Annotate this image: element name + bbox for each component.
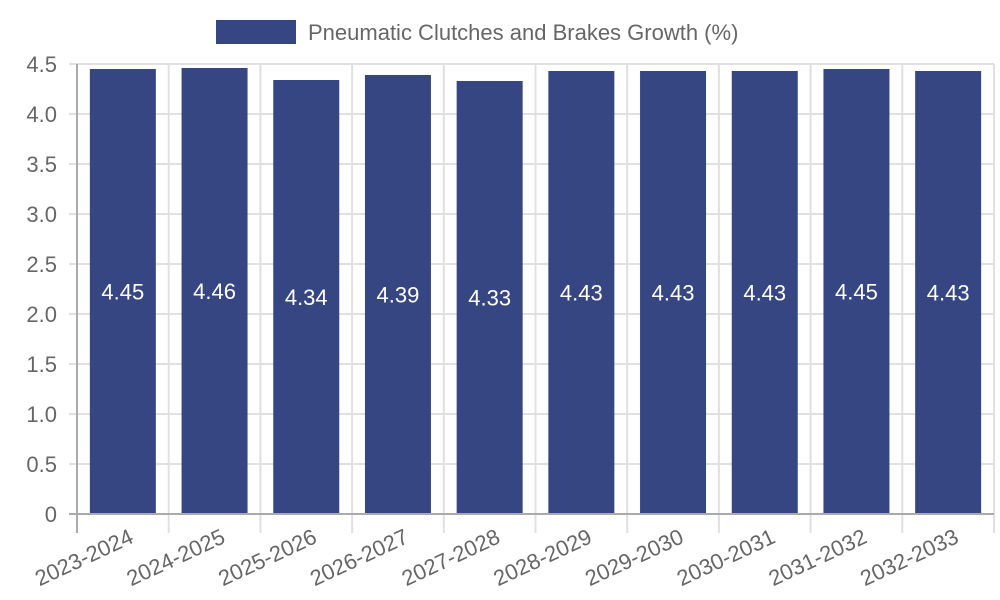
y-tick-label: 3.5	[26, 152, 57, 177]
x-axis-ticks: 2023-20242024-20252025-20262026-20272027…	[31, 524, 962, 591]
x-tick-label: 2025-2026	[214, 524, 320, 591]
bar[interactable]	[548, 71, 615, 514]
bar-value-label: 4.46	[193, 279, 236, 304]
y-tick-label: 0.5	[26, 452, 57, 477]
bar-value-label: 4.34	[285, 285, 328, 310]
axes	[76, 64, 994, 515]
y-tick-label: 3.0	[26, 202, 57, 227]
x-tick-label: 2028-2029	[490, 524, 596, 591]
bar-group[interactable]: 4.43	[548, 71, 615, 514]
bar-group[interactable]: 4.45	[89, 69, 156, 514]
y-tick-label: 1.5	[26, 352, 57, 377]
x-tick-label: 2032-2033	[856, 524, 962, 591]
bar[interactable]	[456, 81, 523, 514]
x-tick-label: 2027-2028	[398, 524, 504, 591]
bar-value-label: 4.43	[743, 281, 786, 306]
bars: 4.45 4.46 4.34 4.39 4.33 4.43 4.43 4.43 4.45 4.43	[89, 68, 982, 514]
y-axis-ticks: 0 0.5 1.0 1.5 2.0 2.5 3.0 3.5 4.0 4.5	[26, 52, 57, 527]
y-tick-label: 1.0	[26, 402, 57, 427]
y-tick-label: 2.5	[26, 252, 57, 277]
bar-group[interactable]: 4.43	[640, 71, 707, 514]
x-tick-label: 2031-2032	[765, 524, 871, 591]
bar[interactable]	[364, 75, 431, 514]
bar[interactable]	[89, 69, 156, 514]
bar-value-label: 4.45	[101, 280, 144, 305]
bar-group[interactable]: 4.45	[823, 69, 890, 514]
legend-label: Pneumatic Clutches and Brakes Growth (%)	[308, 20, 738, 45]
bar-value-label: 4.39	[377, 283, 420, 308]
x-tick-label: 2024-2025	[123, 524, 229, 591]
x-tick-label: 2023-2024	[31, 524, 137, 591]
bar-group[interactable]: 4.34	[273, 80, 340, 514]
bar-value-label: 4.43	[560, 281, 603, 306]
bar-group[interactable]: 4.43	[915, 71, 982, 514]
legend[interactable]: Pneumatic Clutches and Brakes Growth (%)	[216, 20, 738, 45]
y-tick-label: 4.5	[26, 52, 57, 77]
y-tick-label: 4.0	[26, 102, 57, 127]
bar-value-label: 4.43	[927, 281, 970, 306]
x-tick-label: 2029-2030	[581, 524, 687, 591]
bar-group[interactable]: 4.33	[456, 81, 523, 514]
bar-group[interactable]: 4.46	[181, 68, 248, 514]
bar[interactable]	[731, 71, 798, 514]
x-tick-label: 2030-2031	[673, 524, 779, 591]
bar[interactable]	[915, 71, 982, 514]
bar[interactable]	[823, 69, 890, 514]
bar-value-label: 4.45	[835, 280, 878, 305]
bar-value-label: 4.33	[468, 286, 511, 311]
bar[interactable]	[181, 68, 248, 514]
y-tick-label: 0	[45, 502, 57, 527]
x-tick-label: 2026-2027	[306, 524, 412, 591]
bar[interactable]	[640, 71, 707, 514]
legend-swatch	[216, 20, 296, 44]
bar-group[interactable]: 4.43	[731, 71, 798, 514]
y-tick-label: 2.0	[26, 302, 57, 327]
bar-value-label: 4.43	[652, 281, 695, 306]
bar[interactable]	[273, 80, 340, 514]
bar-group[interactable]: 4.39	[364, 75, 431, 514]
